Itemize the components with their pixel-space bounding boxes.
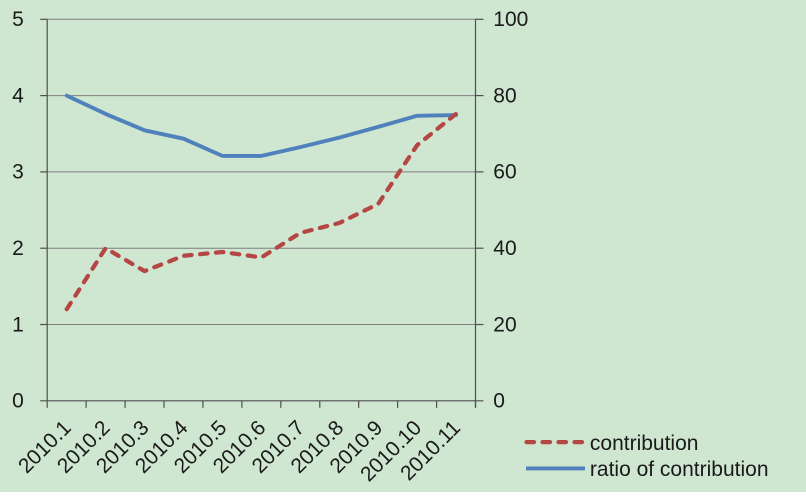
svg-text:0: 0 <box>12 390 24 413</box>
svg-text:2: 2 <box>12 237 24 260</box>
svg-text:ratio of contribution: ratio of contribution <box>590 458 769 481</box>
svg-text:60: 60 <box>493 161 516 184</box>
svg-text:4: 4 <box>12 84 24 107</box>
svg-text:20: 20 <box>493 313 516 336</box>
svg-text:100: 100 <box>493 8 528 31</box>
svg-text:1: 1 <box>12 313 24 336</box>
svg-text:40: 40 <box>493 237 516 260</box>
svg-text:0: 0 <box>493 390 505 413</box>
svg-text:5: 5 <box>12 8 24 31</box>
svg-text:80: 80 <box>493 84 516 107</box>
svg-text:contribution: contribution <box>590 432 699 455</box>
svg-text:3: 3 <box>12 161 24 184</box>
